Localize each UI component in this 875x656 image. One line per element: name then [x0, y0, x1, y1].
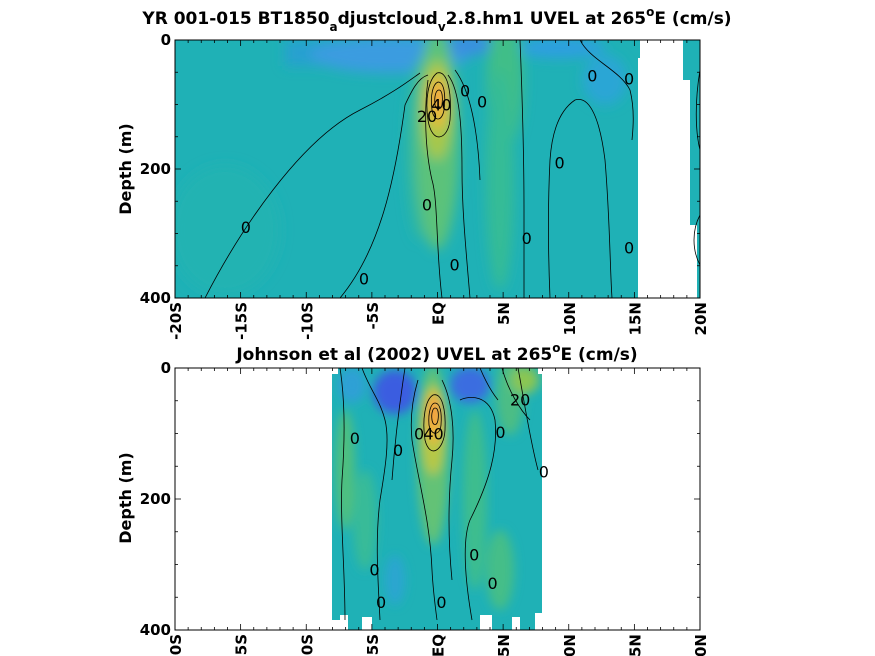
contour-label: 0 [376, 593, 386, 612]
contour-label: 0 [469, 546, 479, 565]
panel-observations: Johnson et al (2002) UVEL at 265oE (cm/s… [116, 341, 710, 656]
x-tick-label: -10S [298, 302, 316, 340]
x-tick-label: 5N [495, 634, 513, 656]
panel-model: YR 001-015 BT1850adjustcloudv2.8.hm1 UVE… [116, 5, 732, 340]
contour-label: 0 [587, 66, 597, 85]
contour-label: 0 [522, 229, 532, 248]
x-tick-label: 15N [626, 634, 644, 656]
x-tick-label: -5S [364, 302, 382, 329]
x-tick-label: -20S [167, 302, 185, 340]
contour-label: 0 [624, 239, 634, 258]
x-tick-label: -15S [233, 634, 251, 656]
contour-label: 0 [414, 425, 424, 444]
panel1-ylabel: Depth (m) [116, 123, 135, 215]
panel1-title: YR 001-015 BT1850adjustcloudv2.8.hm1 UVE… [141, 5, 731, 34]
panel2-title: Johnson et al (2002) UVEL at 265oE (cm/s… [235, 341, 637, 365]
x-tick-label: 5N [495, 302, 513, 325]
y-tick-label: 0 [161, 359, 171, 377]
x-tick-label: -20S [167, 634, 185, 656]
contour-label: 0 [359, 270, 369, 289]
panel1-field [175, 40, 700, 298]
x-tick-label: -10S [298, 634, 316, 656]
y-tick-label: 0 [161, 31, 171, 49]
contour-label: 0 [495, 423, 505, 442]
contour-label: 0 [488, 574, 498, 593]
y-tick-label: 400 [140, 289, 171, 307]
contour-label: 0 [436, 593, 446, 612]
x-tick-label: -5S [364, 634, 382, 656]
contour-label: 0 [539, 462, 549, 481]
x-tick-label: 10N [561, 634, 579, 656]
contour-label: 0 [422, 195, 432, 214]
panel2-field [332, 368, 542, 620]
x-tick-label: 20N [692, 634, 710, 656]
contour-label: 0 [350, 429, 360, 448]
x-tick-label: 20N [692, 302, 710, 335]
x-tick-label: 10N [561, 302, 579, 335]
contour-label: 0 [241, 218, 251, 237]
contour-label: 0 [624, 70, 634, 89]
panel1-x-ticks: -20S -15S -10S -5S EQ 5N 10N 15N 20N [167, 40, 710, 340]
contour-label: 40 [423, 425, 443, 444]
panel2-contours [339, 367, 539, 621]
contour-label: 20 [510, 390, 530, 409]
y-tick-label: 200 [140, 160, 171, 178]
panel1-contours [204, 40, 700, 298]
x-tick-label: 15N [626, 302, 644, 335]
y-tick-label: 400 [140, 621, 171, 639]
panel2-ylabel: Depth (m) [116, 452, 135, 544]
x-tick-label: EQ [430, 302, 448, 325]
x-tick-label: EQ [430, 634, 448, 656]
contour-label: 20 [417, 107, 437, 126]
contour-label: 0 [449, 255, 459, 274]
x-tick-label: -15S [233, 302, 251, 340]
contour-label: 0 [460, 81, 470, 100]
contour-label: 0 [477, 92, 487, 111]
contour-label: 0 [554, 154, 564, 173]
contour-label: 0 [393, 441, 403, 460]
panel2-x-ticks: -20S -15S -10S -5S EQ 5N 10N 15N 20N [167, 368, 710, 656]
y-tick-label: 200 [140, 490, 171, 508]
contour-label: 0 [369, 561, 379, 580]
contour-label: 40 [431, 96, 451, 115]
panel2-data-bottom [348, 620, 535, 630]
